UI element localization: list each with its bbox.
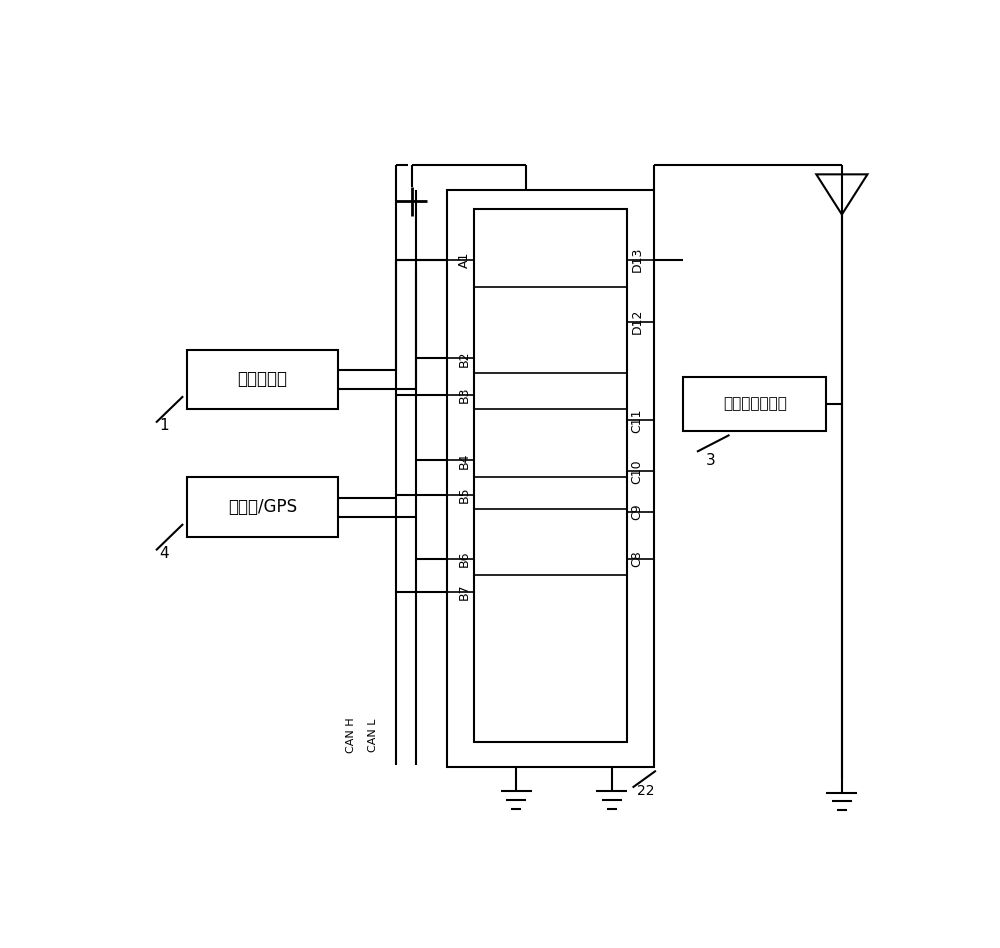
Text: 陀螺仪/GPS: 陀螺仪/GPS bbox=[228, 499, 297, 517]
Text: 22: 22 bbox=[637, 784, 654, 798]
Text: CAN H: CAN H bbox=[346, 718, 356, 754]
Text: A1: A1 bbox=[458, 251, 471, 268]
Text: B6: B6 bbox=[458, 551, 471, 567]
Text: 位移传感器: 位移传感器 bbox=[238, 371, 288, 389]
Text: B3: B3 bbox=[458, 387, 471, 403]
Text: D12: D12 bbox=[630, 309, 643, 335]
Text: B2: B2 bbox=[458, 350, 471, 367]
Text: 3: 3 bbox=[706, 453, 716, 468]
Text: B7: B7 bbox=[458, 584, 471, 600]
Bar bbox=[187, 477, 338, 538]
Bar bbox=[474, 209, 627, 741]
Text: C11: C11 bbox=[630, 408, 643, 432]
Text: C10: C10 bbox=[630, 459, 643, 483]
Bar bbox=[683, 376, 826, 431]
Text: B5: B5 bbox=[458, 486, 471, 503]
Text: 4: 4 bbox=[159, 546, 169, 561]
Bar bbox=[447, 191, 654, 767]
Bar bbox=[187, 350, 338, 410]
Text: 1: 1 bbox=[159, 418, 169, 433]
Text: 踏板感模拟装置: 踏板感模拟装置 bbox=[723, 396, 787, 411]
Text: C9: C9 bbox=[630, 503, 643, 520]
Text: C8: C8 bbox=[630, 551, 643, 568]
Text: CAN L: CAN L bbox=[368, 719, 378, 753]
Text: B4: B4 bbox=[458, 452, 471, 468]
Text: D13: D13 bbox=[630, 247, 643, 272]
